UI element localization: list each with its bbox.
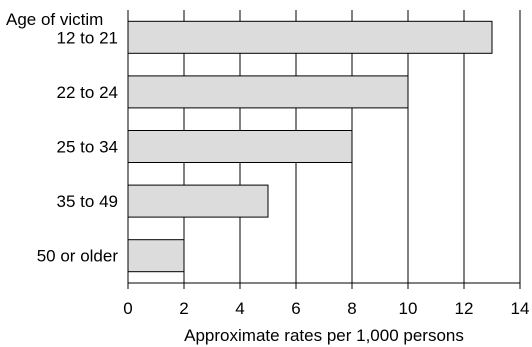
x-tick-label-8: 8 [347, 299, 356, 318]
labels: Age of victim Approximate rates per 1,00… [6, 10, 529, 345]
category-label-2: 25 to 34 [57, 138, 118, 157]
bar-4 [127, 239, 185, 273]
x-tick-label-0: 0 [123, 299, 132, 318]
category-label-0: 12 to 21 [57, 28, 118, 47]
bar-0 [127, 20, 493, 54]
category-label-3: 35 to 49 [57, 192, 118, 211]
x-axis-label: Approximate rates per 1,000 persons [184, 326, 464, 345]
bars [127, 20, 493, 273]
axes [127, 10, 521, 289]
x-tick-label-14: 14 [511, 299, 530, 318]
bar-1 [127, 75, 409, 109]
x-tick-label-2: 2 [179, 299, 188, 318]
category-label-4: 50 or older [37, 247, 119, 266]
x-tick-label-12: 12 [455, 299, 474, 318]
category-axis-label: Age of victim [6, 10, 103, 29]
x-tick-label-4: 4 [235, 299, 244, 318]
bar-3 [127, 184, 269, 218]
x-tick-label-6: 6 [291, 299, 300, 318]
category-label-1: 22 to 24 [57, 83, 118, 102]
x-tick-label-10: 10 [399, 299, 418, 318]
bar-2 [127, 130, 353, 163]
